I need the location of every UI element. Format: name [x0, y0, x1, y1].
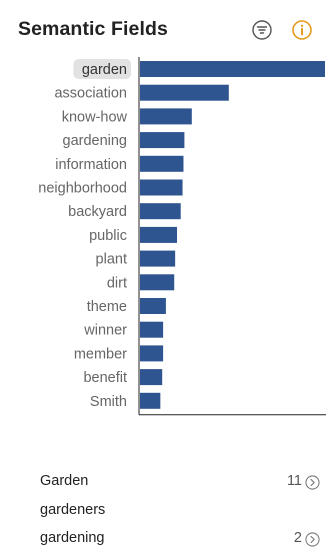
bar[interactable]	[140, 250, 176, 267]
chevron-right-icon[interactable]	[305, 475, 320, 490]
category-label[interactable]: winner	[83, 323, 127, 339]
category-label[interactable]: member	[74, 346, 127, 362]
list-item[interactable]: Garden 11	[0, 468, 328, 497]
category-label[interactable]: neighborhood	[38, 181, 127, 197]
bar[interactable]	[140, 108, 192, 125]
category-label[interactable]: theme	[87, 299, 127, 315]
bar[interactable]	[140, 298, 166, 314]
info-icon[interactable]	[290, 18, 314, 42]
category-label[interactable]: garden	[82, 62, 127, 78]
category-label[interactable]: plant	[96, 252, 127, 268]
panel-header: Semantic Fields	[18, 16, 318, 44]
bar[interactable]	[140, 61, 325, 77]
bar[interactable]	[140, 84, 229, 101]
list-item[interactable]: gardeners	[0, 497, 328, 526]
bar-chart-svg: garden association know-how gardening inform…	[38, 57, 326, 416]
category-label[interactable]: public	[89, 228, 127, 244]
list-item-label: gardening	[40, 530, 105, 546]
category-label[interactable]: benefit	[83, 370, 127, 386]
filter-icon[interactable]	[250, 18, 274, 42]
bar[interactable]	[140, 321, 164, 338]
selected-label-highlight	[73, 59, 131, 79]
list-item-count: 11	[286, 473, 302, 489]
category-label[interactable]: Smith	[90, 394, 127, 410]
category-label[interactable]: gardening	[63, 133, 128, 149]
category-label[interactable]: know-how	[62, 109, 128, 125]
panel-title: Semantic Fields	[18, 18, 168, 40]
bar[interactable]	[140, 274, 175, 291]
list-item[interactable]: gardening 2	[0, 525, 328, 554]
list-item-count: 2	[293, 530, 302, 546]
term-list: Garden 11 gardeners gardening 2	[0, 468, 328, 554]
category-label[interactable]: association	[54, 86, 127, 102]
chevron-right-icon[interactable]	[305, 532, 320, 547]
bar[interactable]	[140, 369, 163, 386]
category-label[interactable]: information	[55, 157, 127, 173]
bar[interactable]	[140, 203, 181, 220]
bar[interactable]	[140, 155, 184, 172]
category-label[interactable]: backyard	[68, 204, 127, 220]
bar[interactable]	[140, 226, 177, 243]
bar[interactable]	[140, 392, 161, 409]
bar[interactable]	[140, 345, 164, 362]
list-item-label: gardeners	[40, 501, 106, 518]
semantic-fields-chart: garden association know-how gardening inform…	[0, 55, 328, 420]
bar[interactable]	[140, 132, 185, 149]
bar[interactable]	[140, 179, 183, 196]
category-label[interactable]: dirt	[107, 275, 127, 291]
list-item-label: Garden	[40, 473, 89, 489]
